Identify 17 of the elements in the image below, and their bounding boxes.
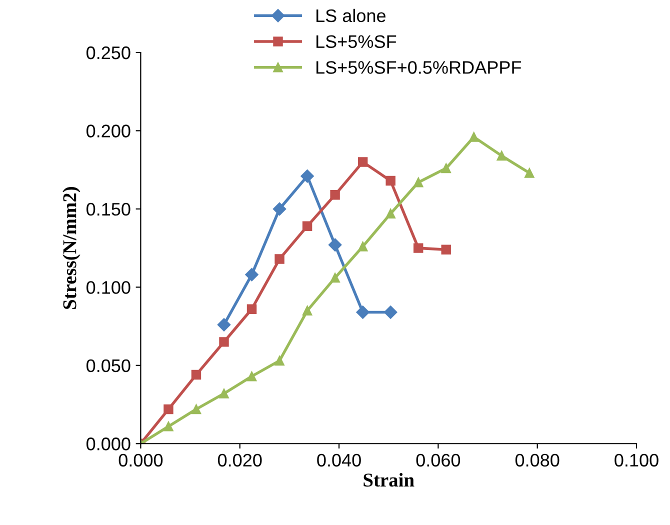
x-tick-label: 0.020 bbox=[218, 454, 262, 467]
x-tick-label: 0.080 bbox=[515, 454, 560, 467]
x-axis-title: Strain bbox=[364, 472, 414, 487]
x-tick-label: 0.100 bbox=[614, 454, 658, 467]
y-tick-label: 0.150 bbox=[86, 202, 130, 216]
y-tick-label: 0.100 bbox=[86, 281, 130, 294]
x-tick-label: 0.000 bbox=[118, 454, 163, 467]
x-tick-label: 0.060 bbox=[416, 454, 460, 467]
y-tick-label: 0.050 bbox=[86, 359, 130, 372]
y-axis-title: Stress(N/mm2) bbox=[62, 186, 80, 309]
legend-label: LS+5%SF+0.5%RDAPPF bbox=[316, 61, 522, 74]
x-tick-label: 0.040 bbox=[317, 454, 361, 467]
y-tick-label: 0.200 bbox=[86, 124, 130, 138]
legend-label: LS+5%SF bbox=[316, 35, 396, 48]
y-tick-label: 0.250 bbox=[86, 46, 130, 60]
y-tick-label: 0.000 bbox=[86, 438, 130, 450]
legend-label: LS alone bbox=[316, 8, 386, 22]
